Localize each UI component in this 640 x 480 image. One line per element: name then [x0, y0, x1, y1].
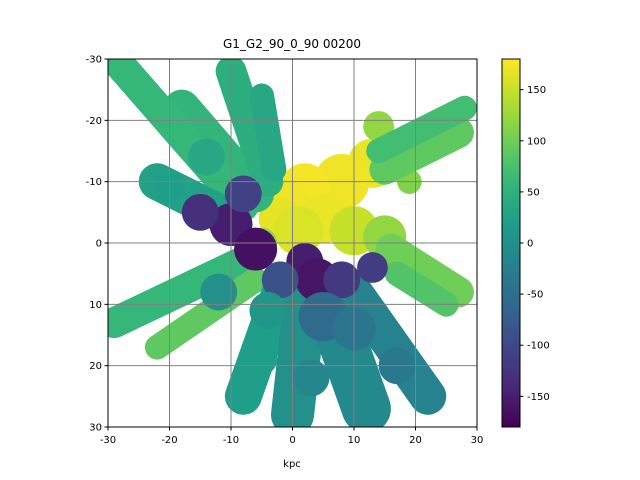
velocity-stream-14: [375, 233, 474, 308]
y-tick-label: -30: [86, 55, 102, 66]
colorbar-tick-label: -100: [527, 341, 550, 352]
y-tick-label: 30: [89, 423, 102, 434]
colorbar-ticks: 150 100 50 0 -50 -100 -150: [520, 85, 550, 403]
velocity-blob-29: [234, 227, 278, 271]
velocity-blob-41: [292, 359, 330, 397]
velocity-stream-17: [108, 59, 259, 222]
x-tick-label: 30: [471, 435, 484, 446]
velocity-blob-44: [200, 273, 238, 311]
velocity-blob-42: [187, 138, 225, 176]
colorbar-tick-label: 150: [527, 85, 546, 96]
velocity-blob-34: [357, 252, 388, 283]
velocity-blob-30: [224, 175, 262, 213]
x-axis-label: kpc: [283, 459, 301, 470]
chart-title: G1_G2_90_0_90 00200: [223, 37, 361, 51]
x-tick-label: -30: [100, 435, 116, 446]
velocity-blob-37: [249, 292, 287, 329]
colorbar-tick-label: 100: [527, 136, 546, 147]
colorbar-tick-label: 0: [527, 239, 533, 250]
x-tick-label: 20: [409, 435, 422, 446]
velocity-stream-13: [366, 95, 477, 164]
y-tick-label: 10: [89, 300, 102, 311]
y-tick-label: -10: [86, 177, 102, 188]
velocity-blob-33: [323, 261, 361, 299]
velocity-stream-15: [384, 261, 459, 317]
y-axis: -30 -20 -10 0 10 20 30: [86, 55, 108, 434]
velocity-stream-19: [249, 83, 287, 182]
x-tick-label: -20: [161, 435, 177, 446]
y-tick-label: 20: [89, 361, 102, 372]
velocity-stream-12: [369, 117, 474, 185]
x-tick-label: 10: [348, 435, 361, 446]
colorbar-tick-label: 50: [527, 187, 540, 198]
x-tick-label: 0: [289, 435, 295, 446]
velocity-blob-28: [181, 193, 219, 231]
y-tick-label: 0: [96, 239, 102, 250]
velocity-stream-21: [108, 246, 259, 339]
y-tick-label: -20: [86, 116, 102, 127]
colorbar: [501, 58, 521, 428]
velocity-stream-22: [144, 267, 268, 360]
colorbar-tick-label: -50: [527, 290, 543, 301]
velocity-blob-35: [261, 261, 299, 299]
colorbar-tick-label: -150: [527, 392, 550, 403]
x-tick-label: -10: [223, 435, 239, 446]
velocity-blob-38: [246, 344, 278, 375]
x-axis: -30 -20 -10 0 10 20 30: [100, 427, 484, 446]
